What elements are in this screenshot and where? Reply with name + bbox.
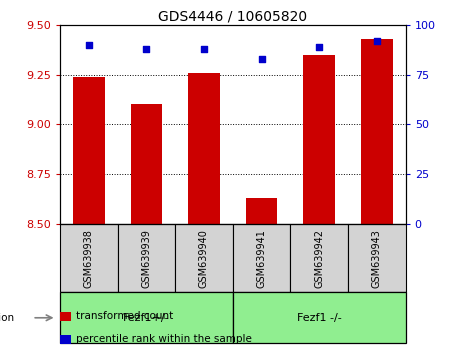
Bar bbox=[290, 224, 348, 292]
Point bbox=[258, 56, 266, 62]
Bar bbox=[188, 73, 220, 224]
Bar bbox=[246, 198, 278, 224]
Bar bbox=[348, 224, 406, 292]
Point bbox=[85, 42, 92, 47]
Bar bbox=[73, 76, 105, 224]
Bar bbox=[118, 224, 175, 292]
Text: transformed count: transformed count bbox=[76, 312, 173, 321]
Bar bbox=[303, 55, 335, 224]
Title: GDS4446 / 10605820: GDS4446 / 10605820 bbox=[158, 10, 307, 24]
Bar bbox=[60, 224, 118, 292]
Point bbox=[200, 46, 207, 51]
Point bbox=[142, 46, 150, 51]
Text: GSM639943: GSM639943 bbox=[372, 229, 382, 288]
Text: GSM639942: GSM639942 bbox=[314, 229, 324, 289]
Point bbox=[373, 38, 381, 44]
Text: GSM639940: GSM639940 bbox=[199, 229, 209, 288]
Bar bbox=[130, 104, 162, 224]
Text: GSM639938: GSM639938 bbox=[84, 229, 94, 288]
Text: Fezf1+/-: Fezf1+/- bbox=[123, 313, 170, 323]
Bar bbox=[233, 292, 406, 343]
Text: genotype/variation: genotype/variation bbox=[0, 313, 15, 323]
Text: GSM639939: GSM639939 bbox=[142, 229, 151, 288]
Text: percentile rank within the sample: percentile rank within the sample bbox=[76, 335, 252, 344]
Text: Fezf1 -/-: Fezf1 -/- bbox=[297, 313, 342, 323]
Bar bbox=[361, 39, 393, 224]
Bar bbox=[60, 292, 233, 343]
Bar bbox=[233, 224, 290, 292]
Point bbox=[315, 44, 323, 50]
Text: GSM639941: GSM639941 bbox=[257, 229, 266, 288]
Bar bbox=[175, 224, 233, 292]
